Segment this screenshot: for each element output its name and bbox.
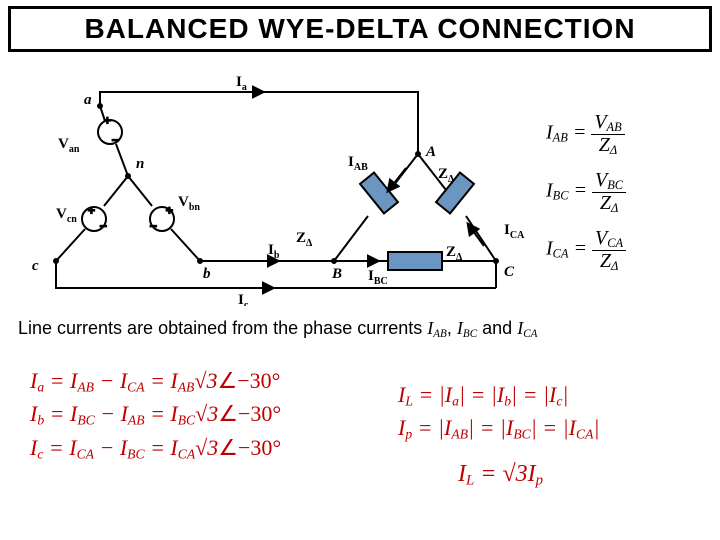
label-C: C bbox=[504, 264, 515, 280]
label-Vbn: Vbn bbox=[178, 194, 200, 213]
magnitude-eq: IL = √3Ip bbox=[458, 461, 698, 490]
caption-prefix: Line currents are obtained from the phas… bbox=[18, 318, 427, 338]
label-a: a bbox=[84, 92, 92, 108]
line-current-equations: Ia = IAB − ICA = IAB√3∠−30° Ib = IBC − IA… bbox=[30, 362, 350, 468]
svg-text:−: − bbox=[100, 219, 107, 233]
label-IAB: IAB bbox=[348, 154, 368, 173]
label-ICA: ICA bbox=[504, 222, 525, 241]
svg-text:+: + bbox=[104, 113, 111, 127]
label-Zbc: ZΔ bbox=[296, 230, 313, 249]
svg-text:+: + bbox=[166, 203, 173, 217]
line-current-eq: Ic = ICA − IBC = ICA√3∠−30° bbox=[30, 435, 350, 462]
svg-text:−: − bbox=[112, 133, 119, 147]
page-title: BALANCED WYE-DELTA CONNECTION bbox=[84, 13, 635, 44]
label-c: c bbox=[32, 258, 39, 274]
label-Ia: Ia bbox=[236, 74, 247, 93]
eq-Ibc: IBC = VBCZΔ bbox=[546, 170, 716, 214]
circuit-diagram: + − + − + − bbox=[18, 56, 538, 306]
magnitude-eq: Ip = |IAB| = |IBC| = |ICA| bbox=[398, 415, 698, 442]
phase-equations: IAB = VABZΔ IBC = VBCZΔ ICA = VCAZΔ bbox=[546, 98, 716, 286]
label-Van: Van bbox=[58, 136, 80, 155]
label-n: n bbox=[136, 156, 144, 172]
line-current-eq: Ia = IAB − ICA = IAB√3∠−30° bbox=[30, 368, 350, 395]
label-b: b bbox=[203, 266, 211, 282]
label-A: A bbox=[425, 144, 436, 160]
magnitude-equations: IL = |Ia| = |Ib| = |Ic| Ip = |IAB| = |IBC… bbox=[398, 376, 698, 496]
label-IBC: IBC bbox=[368, 268, 388, 287]
line-current-eq: Ib = IBC − IAB = IBC√3∠−30° bbox=[30, 401, 350, 428]
label-Ic: Ic bbox=[238, 292, 249, 306]
svg-text:+: + bbox=[88, 203, 95, 217]
title-box: BALANCED WYE-DELTA CONNECTION bbox=[8, 6, 712, 52]
eq-Iab: IAB = VABZΔ bbox=[546, 112, 716, 156]
eq-Ica: ICA = VCAZΔ bbox=[546, 228, 716, 272]
caption: Line currents are obtained from the phas… bbox=[18, 318, 537, 340]
label-Ib: Ib bbox=[268, 242, 280, 261]
label-B: B bbox=[331, 266, 342, 282]
svg-text:−: − bbox=[150, 219, 157, 233]
label-Vcn: Vcn bbox=[56, 206, 77, 225]
magnitude-eq: IL = |Ia| = |Ib| = |Ic| bbox=[398, 382, 698, 409]
